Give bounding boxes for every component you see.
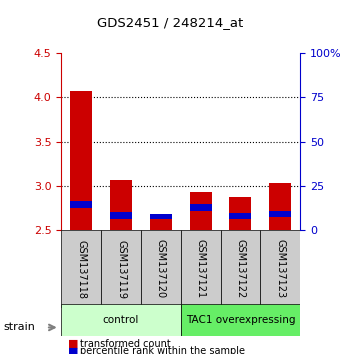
FancyBboxPatch shape xyxy=(221,230,260,308)
Bar xyxy=(150,214,172,219)
Text: GSM137119: GSM137119 xyxy=(116,240,126,298)
FancyBboxPatch shape xyxy=(260,230,300,308)
Text: GDS2451 / 248214_at: GDS2451 / 248214_at xyxy=(98,17,243,29)
Text: GSM137118: GSM137118 xyxy=(76,240,86,298)
Bar xyxy=(229,198,251,230)
FancyBboxPatch shape xyxy=(61,304,181,336)
Bar xyxy=(70,201,92,208)
Text: strain: strain xyxy=(3,322,35,332)
Bar xyxy=(70,91,92,230)
Bar xyxy=(110,180,132,230)
Bar xyxy=(190,192,211,230)
FancyBboxPatch shape xyxy=(101,230,141,308)
Bar xyxy=(150,219,172,230)
Bar xyxy=(190,205,211,211)
Bar xyxy=(110,212,132,219)
Text: GSM137121: GSM137121 xyxy=(196,239,206,299)
FancyBboxPatch shape xyxy=(181,230,221,308)
Bar xyxy=(229,213,251,219)
Text: ■: ■ xyxy=(68,346,79,354)
Text: GSM137122: GSM137122 xyxy=(235,239,246,299)
Text: GSM137120: GSM137120 xyxy=(156,239,166,299)
Text: GSM137123: GSM137123 xyxy=(275,239,285,299)
Text: TAC1 overexpressing: TAC1 overexpressing xyxy=(186,315,295,325)
FancyBboxPatch shape xyxy=(181,304,300,336)
Text: transformed count: transformed count xyxy=(80,339,171,349)
Bar xyxy=(269,183,291,230)
Bar xyxy=(269,211,291,217)
Text: control: control xyxy=(103,315,139,325)
Text: percentile rank within the sample: percentile rank within the sample xyxy=(80,346,245,354)
FancyBboxPatch shape xyxy=(141,230,181,308)
FancyBboxPatch shape xyxy=(61,230,101,308)
Text: ■: ■ xyxy=(68,339,79,349)
